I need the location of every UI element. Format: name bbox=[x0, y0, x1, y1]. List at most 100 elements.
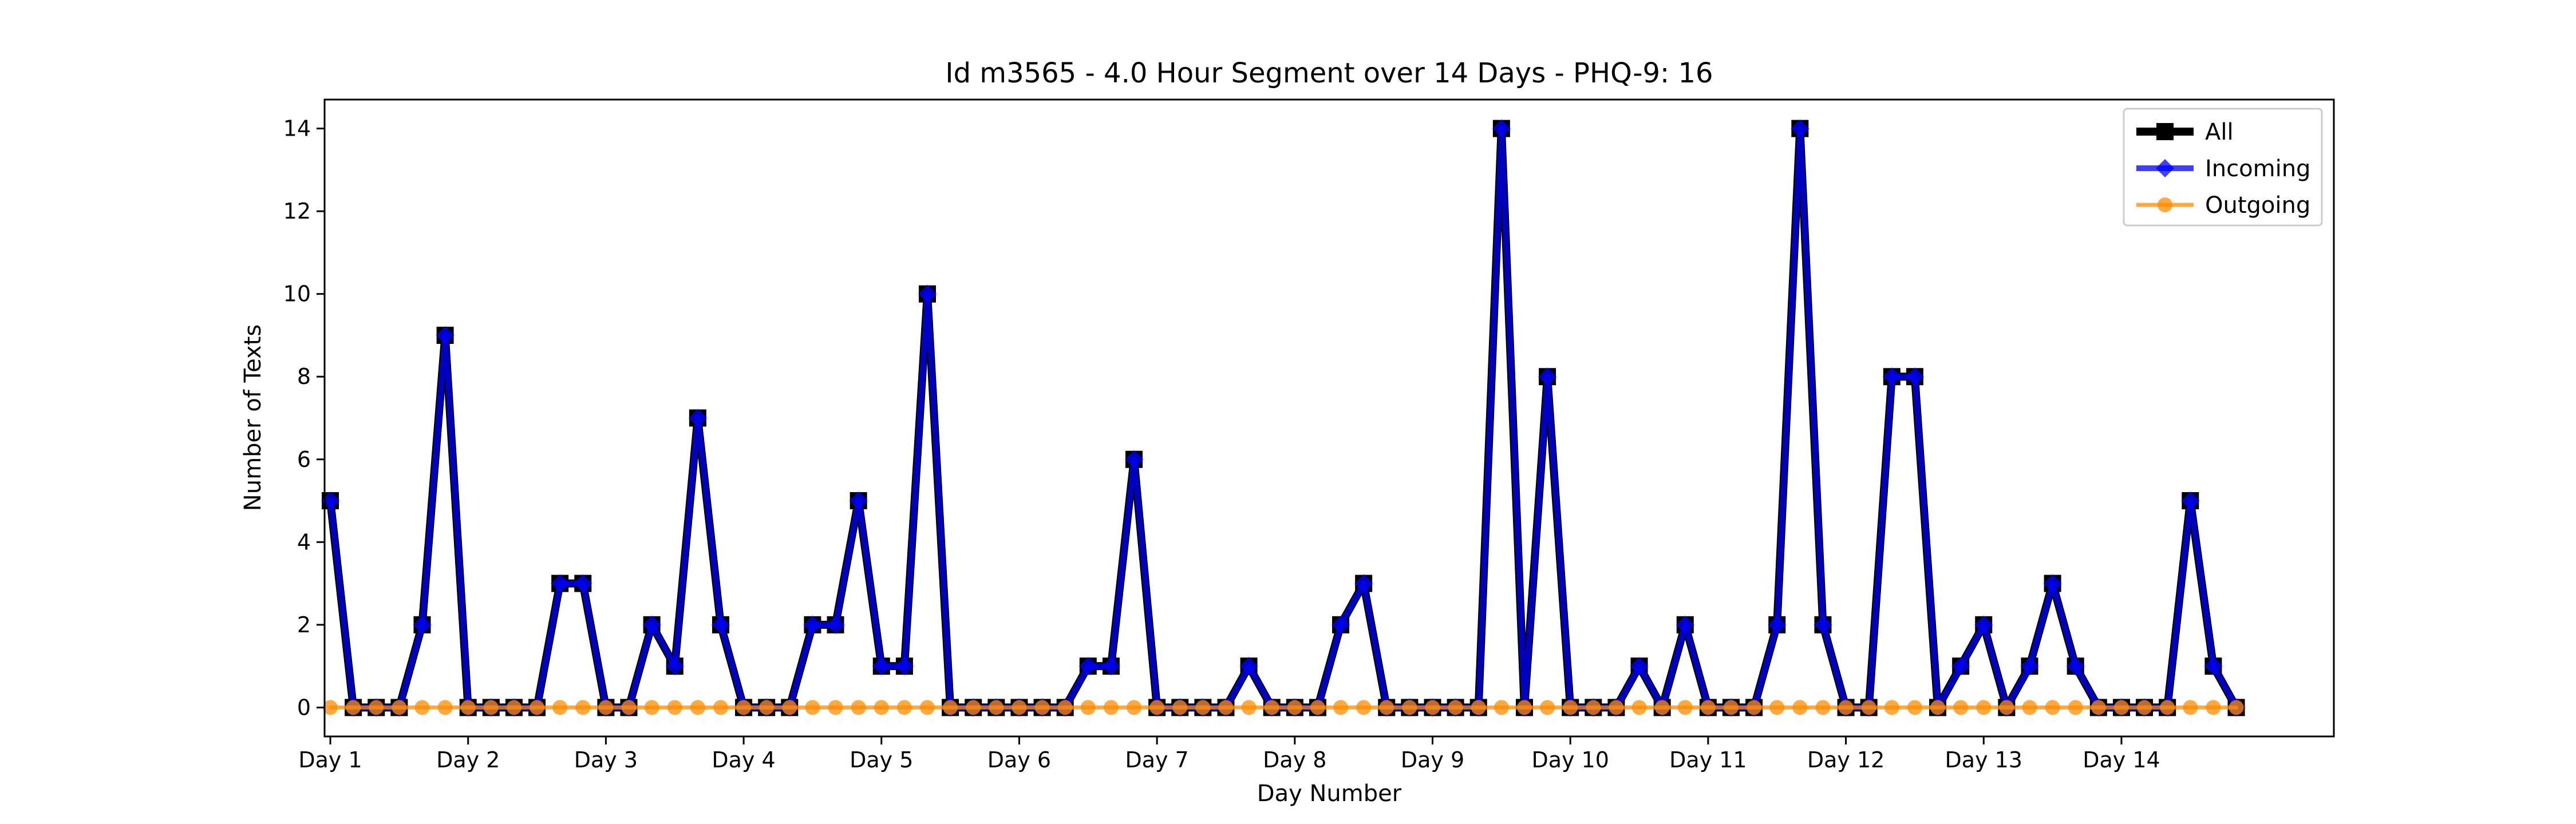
data-point-outgoing bbox=[1080, 700, 1096, 715]
y-tick-label: 0 bbox=[297, 695, 311, 720]
x-tick-label: Day 13 bbox=[1945, 747, 2022, 772]
x-tick-label: Day 6 bbox=[987, 747, 1051, 772]
data-point-outgoing bbox=[1034, 700, 1050, 715]
data-point-incoming bbox=[1768, 615, 1787, 634]
series-line-all bbox=[326, 124, 2241, 712]
data-point-incoming bbox=[551, 574, 570, 593]
data-point-outgoing bbox=[1540, 700, 1555, 715]
y-axis-label: Number of Texts bbox=[240, 324, 266, 511]
data-point-outgoing bbox=[1976, 700, 1992, 715]
data-point-outgoing bbox=[1264, 700, 1279, 715]
data-point-outgoing bbox=[851, 700, 866, 715]
data-point-outgoing bbox=[874, 700, 889, 715]
legend-label-outgoing: Outgoing bbox=[2205, 192, 2310, 219]
data-point-incoming bbox=[2066, 657, 2085, 676]
data-point-incoming bbox=[436, 326, 455, 344]
data-point-outgoing bbox=[1999, 700, 2014, 715]
data-point-outgoing bbox=[1471, 700, 1486, 715]
x-tick-label: Day 8 bbox=[1263, 747, 1326, 772]
legend-label-incoming: Incoming bbox=[2205, 156, 2310, 182]
data-point-incoming bbox=[2043, 574, 2062, 593]
y-tick-label: 12 bbox=[283, 199, 311, 224]
series-all bbox=[322, 120, 2245, 716]
data-point-outgoing bbox=[1700, 700, 1716, 715]
data-point-incoming bbox=[1101, 657, 1120, 676]
data-point-outgoing bbox=[2229, 700, 2244, 715]
data-point-outgoing bbox=[2091, 700, 2106, 715]
data-point-outgoing bbox=[552, 700, 568, 715]
data-point-incoming bbox=[1905, 367, 1924, 386]
data-point-incoming bbox=[688, 409, 707, 427]
data-point-outgoing bbox=[1654, 700, 1670, 715]
data-point-outgoing bbox=[1631, 700, 1647, 715]
data-point-outgoing bbox=[575, 700, 591, 715]
data-point-incoming bbox=[826, 615, 845, 634]
data-point-outgoing bbox=[2137, 700, 2152, 715]
data-point-outgoing bbox=[1057, 700, 1073, 715]
data-point-outgoing bbox=[460, 700, 476, 715]
x-tick-label: Day 7 bbox=[1125, 747, 1188, 772]
data-point-outgoing bbox=[346, 700, 361, 715]
data-point-outgoing bbox=[2206, 700, 2221, 715]
data-point-outgoing bbox=[644, 700, 659, 715]
data-point-outgoing bbox=[1402, 700, 1417, 715]
x-tick-label: Day 3 bbox=[574, 747, 638, 772]
data-point-outgoing bbox=[736, 700, 752, 715]
data-point-incoming bbox=[413, 615, 432, 634]
data-point-outgoing bbox=[2022, 700, 2037, 715]
legend-marker-outgoing bbox=[2158, 197, 2172, 212]
legend-label-all: All bbox=[2205, 119, 2234, 145]
data-point-outgoing bbox=[2045, 700, 2060, 715]
chart-title: Id m3565 - 4.0 Hour Segment over 14 Days… bbox=[945, 57, 1713, 89]
data-point-incoming bbox=[872, 657, 891, 676]
plot-area bbox=[321, 119, 2246, 717]
data-point-outgoing bbox=[966, 700, 981, 715]
data-point-incoming bbox=[1239, 657, 1258, 676]
data-point-outgoing bbox=[621, 700, 637, 715]
data-point-incoming bbox=[1630, 657, 1649, 676]
y-tick-label: 14 bbox=[283, 116, 311, 141]
data-point-incoming bbox=[1814, 615, 1832, 634]
data-point-incoming bbox=[1676, 615, 1694, 634]
x-tick-label: Day 2 bbox=[436, 747, 500, 772]
x-tick-label: Day 12 bbox=[1807, 747, 1884, 772]
data-point-incoming bbox=[1332, 615, 1350, 634]
legend-item-outgoing: Outgoing bbox=[2136, 192, 2310, 219]
data-point-incoming bbox=[1078, 657, 1097, 676]
data-point-outgoing bbox=[1815, 700, 1831, 715]
data-point-incoming bbox=[321, 492, 340, 510]
data-point-outgoing bbox=[483, 700, 499, 715]
x-tick-label: Day 5 bbox=[850, 747, 913, 772]
y-tick-label: 2 bbox=[297, 612, 311, 637]
data-point-outgoing bbox=[782, 700, 797, 715]
data-point-outgoing bbox=[1333, 700, 1349, 715]
x-tick-label: Day 10 bbox=[1531, 747, 1609, 772]
data-point-outgoing bbox=[1884, 700, 1899, 715]
data-point-outgoing bbox=[598, 700, 614, 715]
y-tick-label: 6 bbox=[297, 447, 311, 472]
data-point-outgoing bbox=[1838, 700, 1854, 715]
data-point-outgoing bbox=[690, 700, 705, 715]
data-point-outgoing bbox=[759, 700, 775, 715]
data-point-outgoing bbox=[392, 700, 407, 715]
data-point-outgoing bbox=[667, 700, 682, 715]
data-point-outgoing bbox=[989, 700, 1004, 715]
data-point-incoming bbox=[1974, 615, 1993, 634]
data-point-outgoing bbox=[896, 700, 912, 715]
plot-frame bbox=[323, 98, 2335, 738]
data-point-outgoing bbox=[1930, 700, 1946, 715]
data-point-outgoing bbox=[1907, 700, 1922, 715]
y-tick-label: 4 bbox=[297, 529, 311, 554]
legend-item-all: All bbox=[2136, 119, 2234, 145]
data-point-incoming bbox=[665, 657, 684, 676]
data-point-outgoing bbox=[323, 700, 338, 715]
data-point-outgoing bbox=[805, 700, 820, 715]
data-point-outgoing bbox=[1012, 700, 1027, 715]
series-incoming bbox=[321, 119, 2246, 717]
data-point-outgoing bbox=[2113, 700, 2129, 715]
data-point-outgoing bbox=[713, 700, 728, 715]
data-point-outgoing bbox=[1494, 700, 1509, 715]
x-tick-label: Day 9 bbox=[1401, 747, 1464, 772]
data-point-incoming bbox=[1125, 450, 1144, 469]
data-point-outgoing bbox=[1425, 700, 1440, 715]
